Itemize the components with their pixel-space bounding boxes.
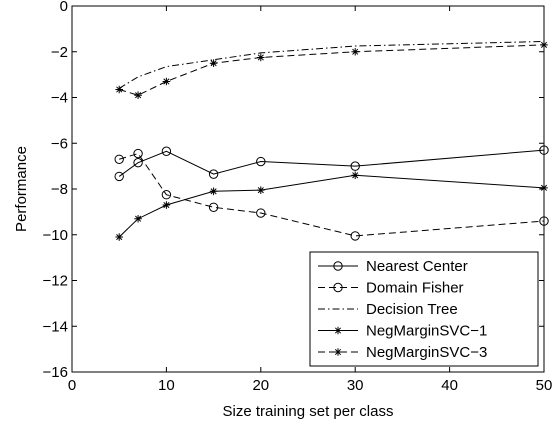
data-point: [208, 169, 219, 179]
y-tick-label: −8: [51, 181, 68, 198]
legend-label: Nearest Center: [366, 258, 468, 275]
legend-marker: [333, 282, 343, 293]
axis-ticks: 0 10 20 30 40 50 −16 −14 −12 −10 −8 −6 −4 −2 0: [43, 0, 553, 394]
data-point: [114, 154, 124, 164]
data-point: [209, 187, 218, 196]
series-4: [115, 171, 548, 241]
y-axis-label: Performance: [13, 146, 30, 232]
series-layer: [114, 40, 549, 241]
legend: Nearest Center Domain Fisher Decision Tree…: [309, 251, 539, 367]
y-tick-label: −12: [43, 273, 68, 290]
data-point: [257, 186, 265, 194]
data-point: [540, 41, 548, 49]
x-tick-label: 20: [252, 377, 269, 394]
data-point: [208, 202, 219, 213]
series-2: [114, 148, 549, 241]
y-tick-label: −14: [43, 318, 68, 335]
data-point: [134, 91, 142, 100]
data-point: [539, 216, 549, 226]
series-1: [114, 145, 549, 182]
y-tick-label: −6: [51, 135, 68, 152]
data-point: [256, 156, 266, 167]
data-point: [351, 47, 359, 56]
y-tick-label: −2: [51, 44, 68, 61]
legend-label: NegMarginSVC−3: [366, 344, 487, 361]
data-point: [161, 146, 172, 156]
legend-label: Domain Fisher: [366, 280, 464, 297]
x-tick-label: 0: [68, 377, 76, 394]
series-5: [115, 41, 548, 100]
data-point: [350, 161, 360, 171]
legend-label: NegMarginSVC−1: [366, 323, 487, 340]
y-tick-label: 0: [60, 0, 68, 15]
x-axis-label: Size training set per class: [223, 403, 394, 420]
series-3: [118, 40, 545, 89]
legend-marker: [334, 348, 342, 356]
data-point: [256, 208, 266, 218]
legend-marker: [333, 261, 343, 271]
data-point: [115, 233, 123, 241]
data-point: [539, 145, 549, 155]
data-point: [351, 171, 359, 180]
data-point: [162, 77, 171, 86]
data-point: [114, 171, 124, 182]
x-tick-label: 50: [536, 377, 553, 394]
data-point: [133, 157, 143, 168]
x-tick-label: 10: [158, 377, 175, 394]
series-line: [118, 40, 545, 89]
data-point: [115, 85, 123, 94]
y-tick-label: −10: [43, 227, 68, 244]
x-tick-label: 40: [441, 377, 458, 394]
data-point: [161, 190, 172, 200]
data-point: [134, 214, 142, 223]
y-tick-label: −4: [51, 90, 68, 107]
data-point: [209, 59, 218, 67]
data-point: [350, 231, 360, 241]
data-point: [257, 53, 265, 62]
data-point: [133, 148, 143, 159]
x-tick-label: 30: [347, 377, 364, 394]
legend-marker: [334, 326, 342, 335]
legend-label: Decision Tree: [366, 301, 458, 318]
data-point: [162, 201, 171, 209]
series-line: [118, 149, 545, 177]
data-point: [540, 184, 548, 192]
y-tick-label: −16: [43, 364, 68, 381]
